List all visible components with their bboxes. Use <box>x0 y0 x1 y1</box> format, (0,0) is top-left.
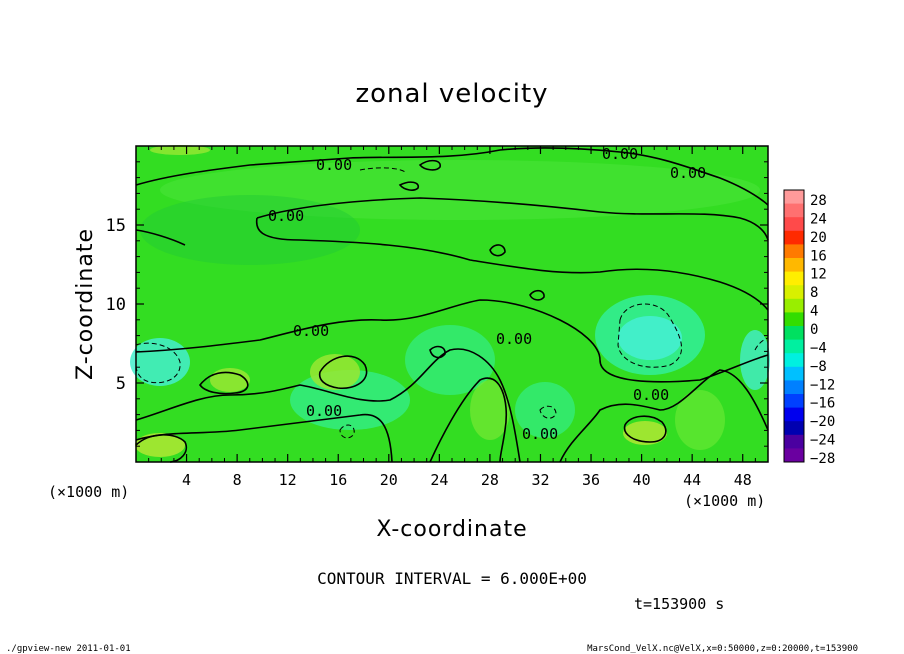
colorbar-cell <box>784 366 804 381</box>
x-tick-label: 48 <box>734 471 752 489</box>
colorbar-labels: 28 24 20 16 12 8 4 0 −4 −8 −12 −16 −20 −24 −28 <box>810 193 835 467</box>
colorbar-cell <box>784 407 804 422</box>
x-unit-label: (×1000 m) <box>48 483 129 501</box>
contour-label: 0.00 <box>268 207 304 225</box>
colorbar-cell <box>784 230 804 245</box>
colorbar-cell <box>784 448 804 463</box>
negative-contours <box>135 167 769 439</box>
colorbar-cell <box>784 434 804 449</box>
x-tick-label: 24 <box>430 471 448 489</box>
colorbar-cell <box>784 421 804 436</box>
colorbar-cell <box>784 203 804 218</box>
colorbar-tick-label: 20 <box>810 230 827 246</box>
x-tick-label: 4 <box>182 471 191 489</box>
x-tick-label: 28 <box>481 471 499 489</box>
colorbar-cell <box>784 353 804 368</box>
colorbar-cell <box>784 312 804 327</box>
contour-label: 0.00 <box>522 425 558 443</box>
colorbar: 28 24 20 16 12 8 4 0 −4 −8 −12 −16 −20 −24 −28 <box>783 189 835 467</box>
colorbar-tick-label: −4 <box>810 340 827 356</box>
contour-labels: 0.00 0.00 0.00 0.00 0.00 0.00 0.00 0.00 … <box>268 145 706 443</box>
x-tick-label: 16 <box>329 471 347 489</box>
x-tick-label: 20 <box>380 471 398 489</box>
y-axis: 5 10 15 <box>106 161 768 447</box>
colorbar-cell <box>784 271 804 286</box>
colorbar-tick-label: 28 <box>810 193 827 209</box>
colorbar-tick-label: 0 <box>810 322 818 338</box>
time-text: t=153900 s <box>634 595 724 613</box>
colorbar-cell <box>784 217 804 232</box>
color-field <box>130 145 770 457</box>
y-unit-label: (×1000 m) <box>684 492 765 510</box>
colorbar-cell <box>784 326 804 341</box>
x-tick-label: 44 <box>683 471 701 489</box>
colorbar-cells <box>784 190 804 463</box>
colorbar-tick-label: 8 <box>810 285 818 301</box>
contour-label: 0.00 <box>293 322 329 340</box>
x-tick-label: 12 <box>279 471 297 489</box>
y-tick-label: 15 <box>106 216 126 236</box>
colorbar-cell <box>784 190 804 205</box>
contour-label: 0.00 <box>496 330 532 348</box>
contour-label: 0.00 <box>602 145 638 163</box>
colorbar-tick-label: −12 <box>810 377 835 393</box>
contour-label: 0.00 <box>306 402 342 420</box>
contour-lines <box>135 147 769 463</box>
footer-left-text: ./gpview-new 2011-01-01 <box>6 644 131 654</box>
y-tick-label: 5 <box>116 374 126 394</box>
colorbar-tick-label: 12 <box>810 267 827 283</box>
chart-title: zonal velocity <box>355 79 548 109</box>
colorbar-cell <box>784 258 804 273</box>
y-axis-label: Z-coordinate <box>73 228 98 380</box>
colorbar-cell <box>784 298 804 313</box>
x-tick-label: 8 <box>233 471 242 489</box>
colorbar-tick-label: −8 <box>810 359 827 375</box>
colorbar-tick-label: 4 <box>810 304 818 320</box>
x-axis: 4 8 12 16 20 24 28 32 36 40 44 48 <box>148 146 756 489</box>
colorbar-tick-label: −24 <box>810 433 835 449</box>
y-tick-label: 10 <box>106 295 126 315</box>
contour-interval-text: CONTOUR INTERVAL = 6.000E+00 <box>317 569 587 588</box>
colorbar-tick-label: −28 <box>810 451 835 467</box>
colorbar-tick-label: −20 <box>810 414 835 430</box>
x-tick-label: 40 <box>633 471 651 489</box>
contour-label: 0.00 <box>633 386 669 404</box>
plot-area: 0.00 0.00 0.00 0.00 0.00 0.00 0.00 0.00 … <box>130 145 770 463</box>
colorbar-cell <box>784 244 804 259</box>
x-axis-label: X-coordinate <box>376 517 527 542</box>
colorbar-cell <box>784 380 804 395</box>
colorbar-cell <box>784 394 804 409</box>
colorbar-cell <box>784 339 804 354</box>
colorbar-tick-label: −16 <box>810 396 835 412</box>
colorbar-cell <box>784 285 804 300</box>
colorbar-tick-label: 16 <box>810 248 827 264</box>
x-tick-label: 32 <box>531 471 549 489</box>
colorbar-frame <box>783 189 805 463</box>
contour-label: 0.00 <box>670 164 706 182</box>
footer-right-text: MarsCond_VelX.nc@VelX,x=0:50000,z=0:2000… <box>587 644 858 654</box>
contour-label: 0.00 <box>316 156 352 174</box>
colorbar-tick-label: 24 <box>810 211 827 227</box>
x-tick-label: 36 <box>582 471 600 489</box>
